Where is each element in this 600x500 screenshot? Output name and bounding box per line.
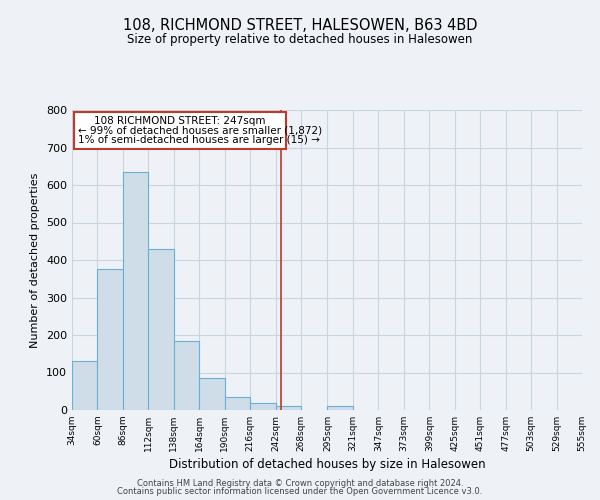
FancyBboxPatch shape bbox=[74, 112, 286, 150]
Bar bbox=[174, 340, 199, 410]
Text: 1% of semi-detached houses are larger (15) →: 1% of semi-detached houses are larger (1… bbox=[78, 134, 320, 145]
Bar bbox=[72, 361, 97, 410]
Bar bbox=[275, 406, 301, 410]
Bar bbox=[250, 403, 275, 410]
X-axis label: Distribution of detached houses by size in Halesowen: Distribution of detached houses by size … bbox=[169, 458, 485, 471]
Text: Size of property relative to detached houses in Halesowen: Size of property relative to detached ho… bbox=[127, 32, 473, 46]
Text: ← 99% of detached houses are smaller (1,872): ← 99% of detached houses are smaller (1,… bbox=[78, 126, 322, 136]
Bar bbox=[123, 172, 148, 410]
Bar bbox=[97, 270, 123, 410]
Bar bbox=[148, 248, 174, 410]
Text: 108, RICHMOND STREET, HALESOWEN, B63 4BD: 108, RICHMOND STREET, HALESOWEN, B63 4BD bbox=[123, 18, 477, 32]
Text: 108 RICHMOND STREET: 247sqm: 108 RICHMOND STREET: 247sqm bbox=[94, 116, 266, 126]
Text: Contains public sector information licensed under the Open Government Licence v3: Contains public sector information licen… bbox=[118, 487, 482, 496]
Bar bbox=[328, 406, 353, 410]
Bar bbox=[225, 397, 250, 410]
Bar bbox=[199, 378, 225, 410]
Y-axis label: Number of detached properties: Number of detached properties bbox=[31, 172, 40, 348]
Text: Contains HM Land Registry data © Crown copyright and database right 2024.: Contains HM Land Registry data © Crown c… bbox=[137, 478, 463, 488]
